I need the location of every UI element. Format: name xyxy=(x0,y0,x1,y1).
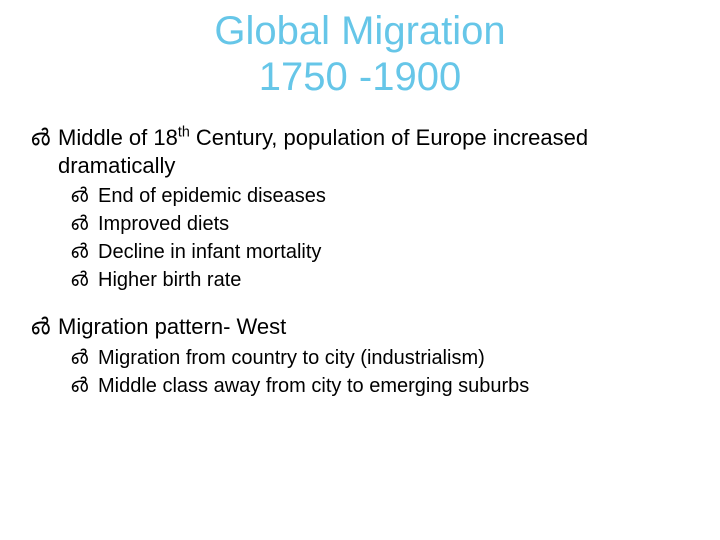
bullet-icon: ൴ xyxy=(30,313,50,341)
slide-body: ൴ Middle of 18th Century, population of … xyxy=(0,100,720,399)
ordinal-suffix: th xyxy=(178,125,190,141)
bullet-text: Decline in infant mortality xyxy=(98,241,321,263)
bullet-icon: ൴ xyxy=(30,124,50,152)
bullet-lvl2: ൴ Higher birth rate xyxy=(70,267,690,293)
bullet-text: Middle class away from city to emerging … xyxy=(98,375,529,397)
bullet-lvl1: ൴ Middle of 18th Century, population of … xyxy=(30,124,690,179)
bullet-lvl2: ൴ Decline in infant mortality xyxy=(70,239,690,265)
bullet-lvl2: ൴ End of epidemic diseases xyxy=(70,183,690,209)
bullet-text: End of epidemic diseases xyxy=(98,185,326,207)
bullet-lvl2: ൴ Migration from country to city (indust… xyxy=(70,345,690,371)
bullet-lvl2: ൴ Improved diets xyxy=(70,211,690,237)
bullet-icon: ൴ xyxy=(70,345,88,371)
bullet-text: Middle of 18th Century, population of Eu… xyxy=(58,125,588,178)
bullet-text: Migration pattern- West xyxy=(58,314,286,339)
bullet-text: Higher birth rate xyxy=(98,269,241,291)
bullet-icon: ൴ xyxy=(70,211,88,237)
bullet-text: Improved diets xyxy=(98,213,229,235)
slide: Global Migration 1750 -1900 ൴ Middle of … xyxy=(0,0,720,540)
title-line-1: Global Migration xyxy=(214,9,505,53)
title-line-2: 1750 -1900 xyxy=(259,55,461,99)
slide-title: Global Migration 1750 -1900 xyxy=(0,0,720,100)
bullet-icon: ൴ xyxy=(70,239,88,265)
bullet-lvl1: ൴ Migration pattern- West xyxy=(30,313,690,341)
bullet-icon: ൴ xyxy=(70,373,88,399)
bullet-text: Migration from country to city (industri… xyxy=(98,347,485,369)
bullet-icon: ൴ xyxy=(70,183,88,209)
text-part: Middle of 18 xyxy=(58,125,178,150)
bullet-icon: ൴ xyxy=(70,267,88,293)
spacer xyxy=(30,295,690,313)
bullet-lvl2: ൴ Middle class away from city to emergin… xyxy=(70,373,690,399)
